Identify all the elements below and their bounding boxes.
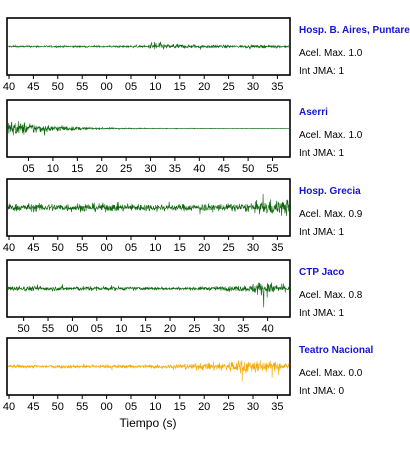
x-tick-label: 05 (125, 242, 137, 254)
x-tick-label: 35 (271, 242, 283, 254)
x-tick-label: 00 (100, 242, 112, 254)
x-tick-label: 50 (242, 163, 254, 175)
panel-0: 40 45 50 55 00 05 10 15 20 25 30 35 Hosp. B. Aires, … (3, 17, 410, 93)
waveform-trace (7, 360, 290, 382)
max-acceleration-label: Acel. Max. 0.9 (299, 209, 363, 220)
x-tick-label: 10 (149, 242, 161, 254)
station-name: Hosp. B. Aires, Puntare (299, 25, 410, 36)
x-tick-label: 45 (218, 163, 230, 175)
x-tick-label: 00 (66, 323, 78, 335)
x-tick-label: 00 (100, 401, 112, 413)
jma-intensity-label: Int JMA: 1 (299, 227, 344, 238)
x-tick-label: 15 (174, 401, 186, 413)
waveform-trace (7, 282, 290, 308)
x-tick-label: 20 (164, 323, 176, 335)
x-tick-label: 15 (174, 242, 186, 254)
x-tick-label: 50 (52, 401, 64, 413)
x-tick-label: 05 (22, 163, 34, 175)
x-tick-label: 40 (193, 163, 205, 175)
x-tick-label: 15 (71, 163, 83, 175)
x-tick-label: 30 (247, 401, 259, 413)
x-tick-label: 40 (3, 401, 15, 413)
x-tick-label: 20 (96, 163, 108, 175)
jma-intensity-label: Int JMA: 1 (299, 66, 344, 77)
x-tick-label: 55 (266, 163, 278, 175)
x-tick-label: 15 (140, 323, 152, 335)
waveform-trace (7, 193, 290, 217)
x-tick-label: 10 (149, 81, 161, 93)
panel-2: 40 45 50 55 00 05 10 15 20 25 30 35 Hosp. Grecia Acel… (3, 178, 363, 254)
jma-intensity-label: Int JMA: 1 (299, 308, 344, 319)
x-tick-label: 25 (222, 81, 234, 93)
max-acceleration-label: Acel. Max. 1.0 (299, 48, 363, 59)
max-acceleration-label: Acel. Max. 1.0 (299, 130, 363, 141)
x-tick-label: 25 (222, 401, 234, 413)
x-tick-label: 20 (198, 81, 210, 93)
x-tick-label: 45 (27, 401, 39, 413)
station-name: Hosp. Grecia (299, 186, 361, 197)
x-tick-label: 55 (76, 242, 88, 254)
x-tick-label: 30 (247, 242, 259, 254)
waveform-trace (7, 41, 290, 51)
x-tick-label: 10 (115, 323, 127, 335)
x-tick-label: 10 (47, 163, 59, 175)
x-tick-label: 35 (237, 323, 249, 335)
panel-1: 05 10 15 20 25 30 35 40 45 50 55 Aserri Acel. Max. 1… (6, 99, 363, 175)
x-tick-label: 50 (52, 242, 64, 254)
x-tick-label: 05 (125, 401, 137, 413)
x-tick-label: 25 (120, 163, 132, 175)
x-tick-label: 25 (222, 242, 234, 254)
max-acceleration-label: Acel. Max. 0.0 (299, 368, 363, 379)
x-tick-label: 30 (144, 163, 156, 175)
x-axis-label: Tiempo (s) (120, 416, 177, 430)
x-tick-label: 20 (198, 401, 210, 413)
x-tick-label: 20 (198, 242, 210, 254)
x-tick-label: 15 (174, 81, 186, 93)
max-acceleration-label: Acel. Max. 0.8 (299, 290, 363, 301)
waveform-trace (7, 121, 290, 136)
panel-3: 50 55 00 05 10 15 20 25 30 35 40 CTP Jaco Acel. Max.… (6, 259, 363, 335)
x-tick-label: 40 (3, 242, 15, 254)
x-tick-label: 30 (247, 81, 259, 93)
x-tick-label: 40 (3, 81, 15, 93)
station-name: Teatro Nacional (299, 345, 373, 356)
jma-intensity-label: Int JMA: 1 (299, 148, 344, 159)
x-tick-label: 55 (76, 81, 88, 93)
x-tick-label: 50 (52, 81, 64, 93)
x-tick-label: 05 (125, 81, 137, 93)
x-tick-label: 05 (91, 323, 103, 335)
x-tick-label: 40 (262, 323, 274, 335)
station-name: Aserri (299, 107, 328, 118)
x-tick-label: 35 (169, 163, 181, 175)
jma-intensity-label: Int JMA: 0 (299, 386, 344, 397)
x-tick-label: 55 (76, 401, 88, 413)
station-name: CTP Jaco (299, 267, 344, 278)
x-tick-label: 30 (213, 323, 225, 335)
x-tick-label: 35 (271, 401, 283, 413)
x-tick-label: 55 (42, 323, 54, 335)
x-tick-label: 50 (18, 323, 30, 335)
x-tick-label: 35 (271, 81, 283, 93)
x-tick-label: 10 (149, 401, 161, 413)
panel-4: 40 45 50 55 00 05 10 15 20 25 30 35 Teatro Nacional A… (3, 337, 373, 413)
x-tick-label: 00 (100, 81, 112, 93)
x-tick-label: 25 (188, 323, 200, 335)
x-tick-label: 45 (27, 81, 39, 93)
x-tick-label: 45 (27, 242, 39, 254)
